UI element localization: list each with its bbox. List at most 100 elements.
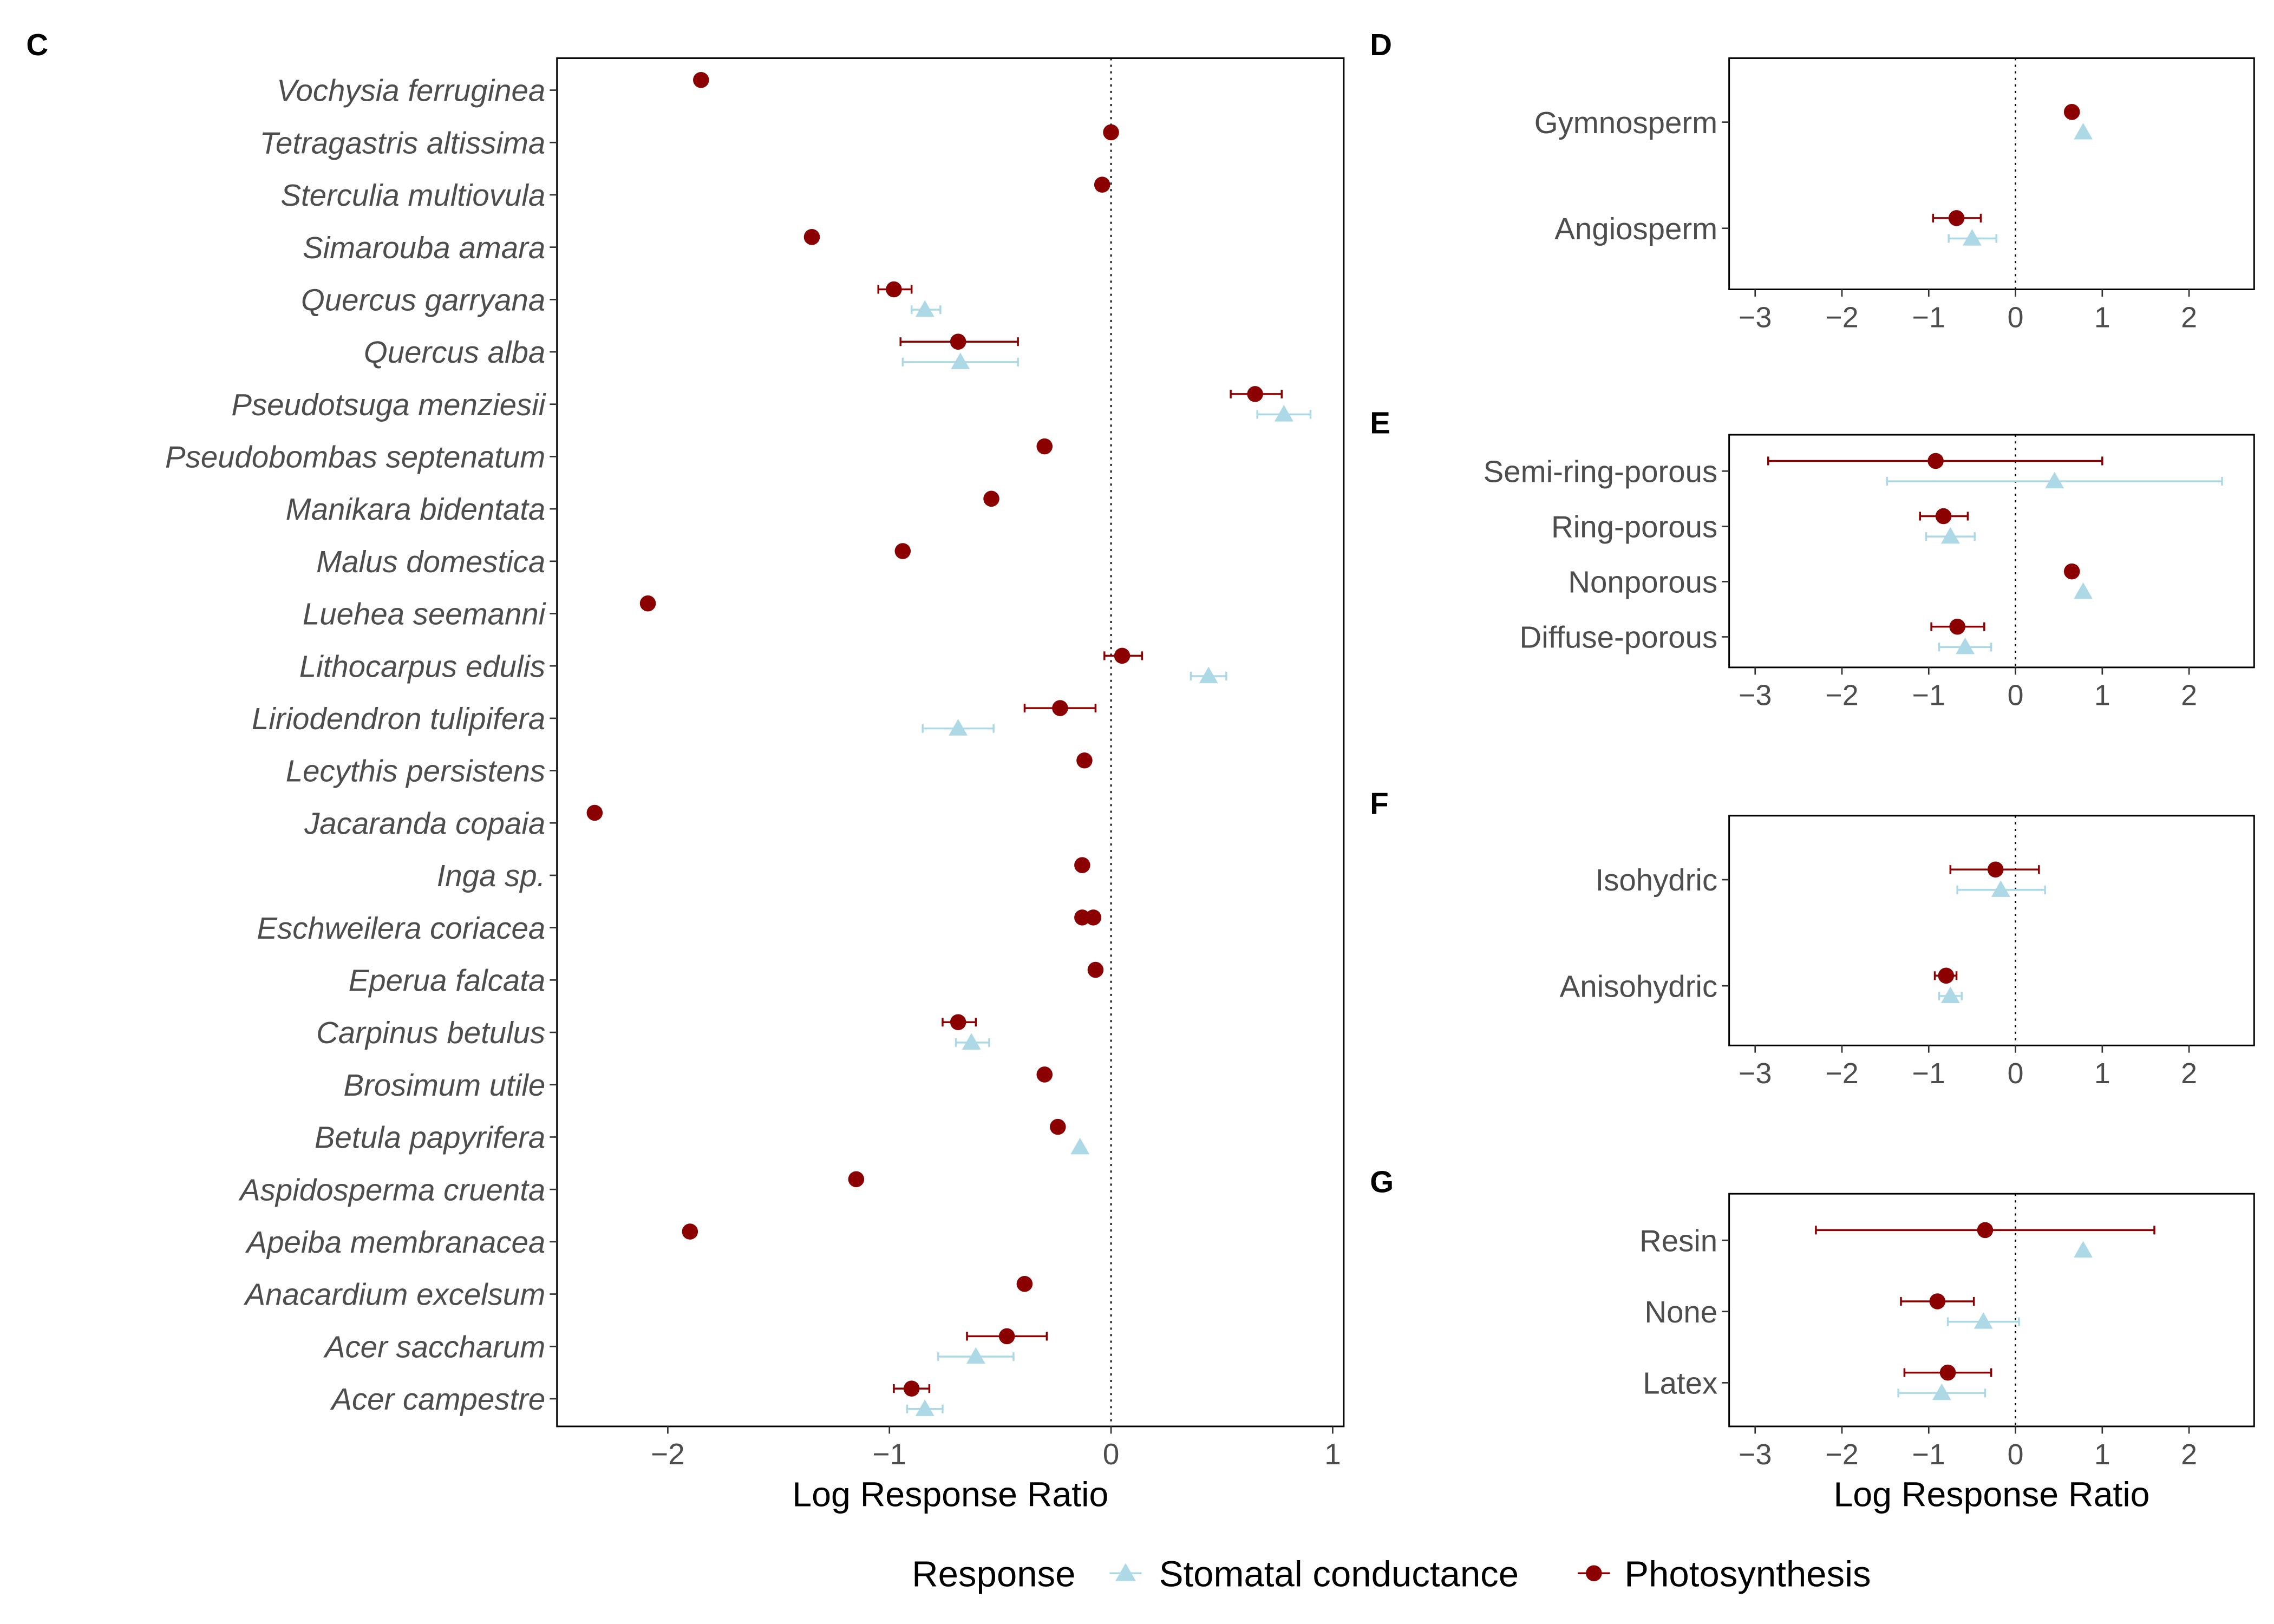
x-tick-label: 1 [2094,679,2110,712]
photosynthesis-point [639,595,656,612]
panel-frame [1728,57,2255,290]
stomatal-conductance-point [2074,1241,2093,1258]
y-tick-label: Apeiba membranacea [245,1225,546,1259]
photosynthesis-point [848,1171,865,1188]
photosynthesis-point [894,543,911,559]
y-tick-label: Nonporous [1568,565,1717,599]
x-tick-label: 1 [2094,1057,2110,1090]
legend-title: Response [912,1554,1075,1594]
x-tick-label: 2 [2181,1057,2197,1090]
stomatal-conductance-point [1940,986,1960,1004]
y-tick-label: Sterculia multiovula [280,178,545,212]
x-tick-label: −2 [1825,679,1858,712]
photosynthesis-point [1977,1222,1994,1239]
y-tick-label: Acer campestre [330,1382,545,1416]
x-tick-label: 0 [1103,1437,1120,1471]
x-tick-label: −3 [1739,1438,1772,1471]
photosynthesis-point [1987,861,2004,878]
photosynthesis-point [1036,1066,1053,1083]
y-tick-label: Lecythis persistens [286,754,546,788]
stomatal-conductance-point [915,300,935,317]
stomatal-conductance-point [1991,880,2010,897]
photosynthesis-point [1949,618,1965,635]
x-tick-label: 0 [2008,679,2024,712]
y-tick-label: Resin [1639,1223,1717,1258]
photosynthesis-point [1939,1364,1956,1381]
y-tick-label: Jacaranda copaia [304,806,545,840]
photosynthesis-point [886,281,902,298]
photosynthesis-point [2063,563,2080,580]
panel-frame [1728,1193,2255,1427]
panel-letter-d: D [1370,28,1392,62]
photosynthesis-point [1074,857,1090,873]
x-tick-label: −3 [1739,679,1772,712]
panel-d: D Gymnosperm Angiosperm −3 −2 −1 0 1 2 [1370,28,2255,333]
x-tick-label: −2 [1825,1057,1858,1090]
photosynthesis-point [1036,438,1053,455]
y-tick-label: Brosimum utile [343,1068,545,1102]
y-tick-label: Quercus garryana [301,283,545,317]
y-tick-label: Inga sp. [437,859,546,893]
stomatal-conductance-point [949,719,968,736]
stomatal-conductance-point [1956,637,1975,654]
y-tick-label: Aspidosperma cruenta [238,1173,545,1207]
x-tick-label: 1 [2094,301,2110,333]
x-tick-label: 1 [1324,1437,1341,1471]
panel-letter-g: G [1370,1165,1394,1199]
y-tick-label: Vochysia ferruginea [277,74,545,108]
stomatal-conductance-point [2074,582,2093,599]
photosynthesis-point [1247,386,1263,402]
panel-f: F Isohydric Anisohydric −3 −2 −1 0 1 2 [1370,787,2255,1090]
stomatal-conductance-point [1974,1312,1993,1329]
x-tick-label: 0 [2008,301,2024,333]
photosynthesis-point [1114,647,1131,664]
x-tick-label: −1 [872,1437,906,1471]
stomatal-conductance-point [2074,122,2093,140]
y-tick-label: Diffuse-porous [1519,620,1717,654]
photosynthesis-point [1085,909,1102,926]
y-tick-label: Liriodendron tulipifera [252,702,545,736]
legend-label-stomatal: Stomatal conductance [1159,1554,1519,1594]
x-tick-label: 2 [2181,301,2197,333]
x-axis-title: Log Response Ratio [792,1475,1108,1514]
panel-c: C Vochysia ferruginea Tetragastris altissi… [26,28,1345,1514]
y-tick-label: Latex [1643,1366,1717,1400]
photosynthesis-point [1052,700,1068,716]
panel-e: E Semi-ring-porous Ring-porous Nonporous Dif… [1370,405,2255,712]
photosynthesis-point [998,1328,1015,1345]
x-tick-label: −1 [1912,679,1945,712]
photosynthesis-point [1935,508,1952,525]
legend-label-photosynthesis: Photosynthesis [1624,1554,1871,1594]
panel-letter-e: E [1370,405,1390,440]
y-tick-label: Anacardium excelsum [244,1278,546,1312]
x-tick-label: 2 [2181,679,2197,712]
photosynthesis-point [1938,967,1955,984]
y-tick-label: Gymnosperm [1534,106,1717,140]
y-tick-label: Angiosperm [1554,212,1717,246]
x-tick-label: −2 [1825,301,1858,333]
stomatal-conductance-point [1199,666,1218,684]
stomatal-conductance-point [1932,1383,1951,1400]
stomatal-conductance-point [951,352,970,369]
photosynthesis-point [1103,124,1119,141]
panel-frame [1728,434,2255,669]
x-tick-label: −2 [1825,1438,1858,1471]
y-tick-label: Betula papyrifera [315,1121,545,1155]
photosynthesis-point [1076,752,1093,769]
x-tick-label: −1 [1912,301,1945,333]
x-tick-label: −3 [1739,1057,1772,1090]
legend: Response Stomatal conductance Photosynthes… [912,1554,1871,1594]
x-tick-label: −3 [1739,301,1772,333]
y-tick-label: Pseudotsuga menziesii [231,388,546,422]
y-tick-label: Ring-porous [1551,509,1717,543]
x-tick-label: 0 [2008,1057,2024,1090]
photosynthesis-point [1074,909,1090,926]
stomatal-conductance-point [1070,1137,1090,1155]
legend-key-circle [1586,1565,1602,1582]
y-tick-label: Quercus alba [364,335,545,369]
y-tick-label: Eperua falcata [349,964,546,998]
panel-letter-f: F [1370,787,1388,821]
y-tick-label: Semi-ring-porous [1484,454,1717,488]
photosynthesis-point [1948,210,1965,226]
